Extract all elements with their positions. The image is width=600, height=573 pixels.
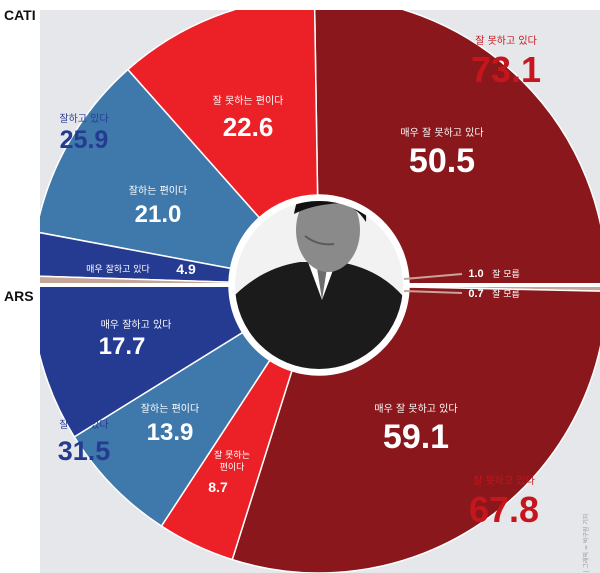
- cati-very-good-value: 4.9: [176, 261, 196, 277]
- cati-very-bad-value: 50.5: [409, 142, 475, 180]
- cati-total-good-value: 25.9: [60, 126, 109, 154]
- ars-dk-label: 잘 모름: [492, 288, 520, 300]
- cati-total-bad-value: 73.1: [471, 49, 541, 90]
- cati-label: CATI: [4, 7, 36, 23]
- ars-total-good-value: 31.5: [58, 436, 111, 466]
- ars-total-good-label: 잘하고 있다: [59, 418, 108, 431]
- cati-some-good-label: 잘하는 편이다: [129, 184, 187, 197]
- cati-very-bad-label: 매우 잘 못하고 있다: [400, 126, 483, 139]
- cati-very-good-label: 매우 잘하고 있다: [86, 263, 150, 275]
- ars-some-good-label: 잘하는 편이다: [141, 402, 199, 415]
- ars-some-bad-value: 8.7: [208, 479, 228, 495]
- ars-total-bad-label: 잘 못하고 있다: [473, 474, 535, 487]
- ars-total-bad-value: 67.8: [469, 489, 539, 530]
- graphic-credit: 한국일보 | 그래픽 = 박구원 기자: [582, 513, 590, 573]
- ars-dk-value: 0.7: [468, 288, 483, 300]
- ars-very-good-label: 매우 잘하고 있다: [101, 318, 172, 331]
- ars-some-bad-label-line1: 잘 못하는: [214, 449, 250, 461]
- cati-some-bad-value: 22.6: [223, 112, 274, 142]
- cati-total-bad-label: 잘 못하고 있다: [475, 34, 537, 47]
- cati-dk-value: 1.0: [468, 268, 483, 280]
- cati-some-good-value: 21.0: [135, 201, 182, 228]
- cati-dk-leader: [403, 273, 463, 280]
- cati-some-bad-label: 잘 못하는 편이다: [213, 94, 284, 107]
- ars-some-bad-label-line2: 편이다: [220, 461, 246, 473]
- ars-slices: [40, 284, 600, 573]
- ars-very-good-value: 17.7: [99, 333, 146, 360]
- center-photo: [229, 195, 409, 375]
- ars-very-bad-label: 매우 잘 못하고 있다: [374, 402, 457, 415]
- cati-dk-label: 잘 모름: [492, 268, 520, 280]
- ars-dk-leader: [403, 290, 463, 294]
- ars-very-bad-value: 59.1: [383, 418, 449, 456]
- ars-some-good-value: 13.9: [147, 419, 194, 446]
- ars-label: ARS: [4, 288, 34, 304]
- cati-total-good-label: 잘하고 있다: [59, 112, 108, 125]
